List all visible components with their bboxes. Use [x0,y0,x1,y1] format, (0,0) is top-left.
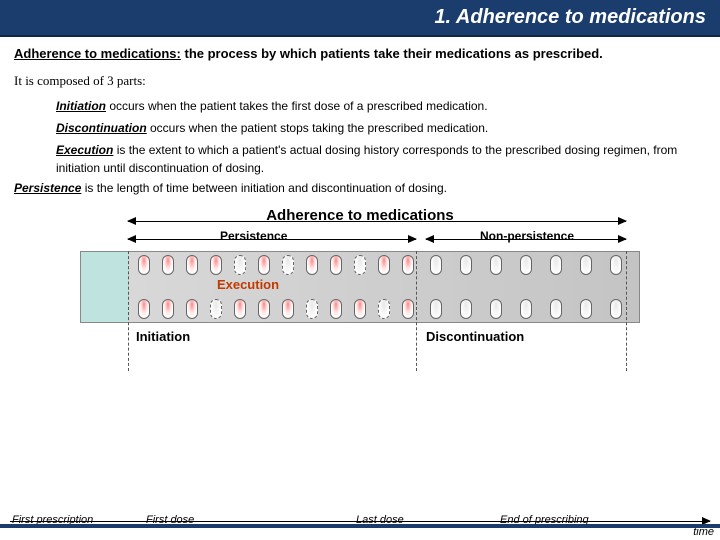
adherence-diagram: Adherence to medications Persistence Non… [80,207,640,377]
pill-missed [520,299,532,319]
persistence-label: Persistence [220,229,287,243]
pill-taken [210,255,222,275]
part-execution: Execution is the extent to which a patie… [56,141,706,177]
pill-taken [186,255,198,275]
pill-missed [282,255,294,275]
pill-taken [258,299,270,319]
pill-missed [354,255,366,275]
definition-rest: the process by which patients take their… [181,46,603,61]
pill-taken [402,255,414,275]
pill-missed [460,255,472,275]
pill-taken [234,299,246,319]
adherence-arrow [128,221,626,222]
pill-missed [610,299,622,319]
pill-missed [550,299,562,319]
pill-taken [330,255,342,275]
pill-taken [138,255,150,275]
pill-missed [460,299,472,319]
vline-first-dose [128,251,129,371]
part-discontinuation: Discontinuation occurs when the patient … [56,119,706,137]
content-area: Adherence to medications: the process by… [0,37,720,377]
time-axis [10,521,710,522]
pill-missed [490,299,502,319]
pill-taken [258,255,270,275]
pill-taken [306,255,318,275]
persistence-line: Persistence is the length of time betwee… [14,181,706,195]
title-bar: 1. Adherence to medications [0,0,720,37]
intro-line: It is composed of 3 parts: [14,73,706,89]
pill-taken [354,299,366,319]
definition: Adherence to medications: the process by… [14,45,706,63]
pill-missed [306,299,318,319]
vline-last-dose [416,251,417,371]
pill-taken [162,299,174,319]
pill-taken [138,299,150,319]
pill-taken [282,299,294,319]
pill-missed [610,255,622,275]
pill-taken [162,255,174,275]
slide-title: 1. Adherence to medications [434,6,706,28]
initiation-label: Initiation [136,329,190,344]
pill-taken [402,299,414,319]
pill-missed [520,255,532,275]
pill-taken [186,299,198,319]
pill-missed [430,299,442,319]
nonpersistence-label: Non-persistence [480,229,574,243]
pill-missed [234,255,246,275]
pill-missed [430,255,442,275]
part-initiation: Initiation occurs when the patient takes… [56,97,706,115]
pill-missed [580,299,592,319]
footer-bar [0,524,720,528]
discontinuation-label: Discontinuation [426,329,524,344]
pill-missed [550,255,562,275]
pill-taken [330,299,342,319]
pill-missed [378,299,390,319]
pill-missed [490,255,502,275]
pill-missed [580,255,592,275]
vline-end [626,251,627,371]
pill-taken [378,255,390,275]
parts-list: Initiation occurs when the patient takes… [56,97,706,177]
execution-label: Execution [80,277,416,292]
pill-missed [210,299,222,319]
definition-term: Adherence to medications: [14,46,181,61]
